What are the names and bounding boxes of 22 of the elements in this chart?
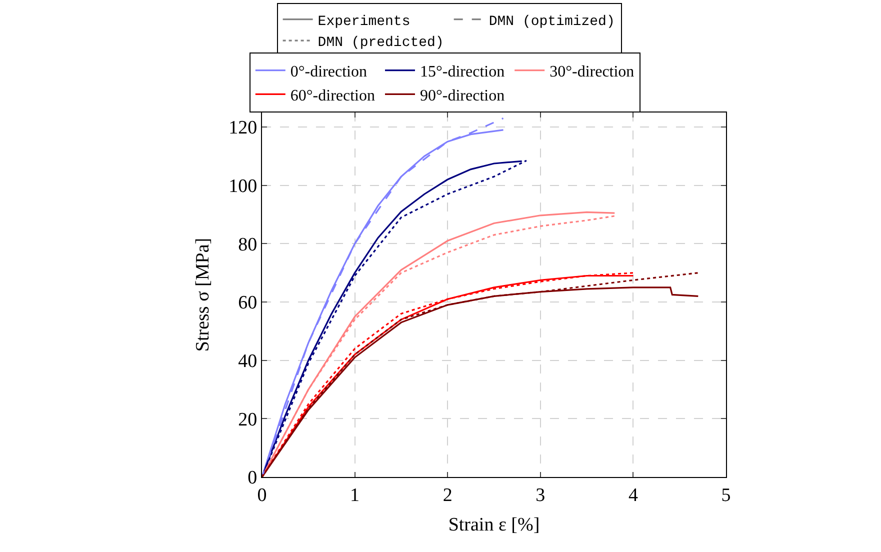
legend-label: 90°-direction (420, 87, 505, 104)
y-tick-label: 120 (228, 118, 258, 139)
legend-label: 30°-direction (550, 64, 634, 81)
y-tick-label: 80 (238, 234, 258, 256)
x-tick-label: 1 (350, 484, 360, 506)
x-tick-label: 4 (628, 484, 638, 506)
x-tick-label: 3 (536, 484, 546, 506)
legend-label: 0°-direction (290, 64, 367, 81)
y-tick-label: 40 (238, 350, 258, 372)
y-tick-label: 20 (238, 409, 258, 430)
x-axis-title: Strain ε [%] (448, 514, 540, 536)
legend-label: Experiments (318, 14, 410, 30)
y-axis-title: Stress σ [MPa] (192, 238, 214, 352)
y-tick-label: 0 (248, 468, 258, 489)
legend-label: 60°-direction (290, 87, 375, 104)
legend-label: 15°-direction (420, 64, 505, 81)
x-tick-label: 5 (721, 484, 731, 506)
x-tick-label: 2 (442, 484, 452, 506)
y-tick-label: 60 (238, 292, 258, 314)
legend-label: DMN (predicted) (318, 35, 444, 52)
y-tick-label: 100 (228, 176, 258, 197)
legend-label: DMN (optimized) (488, 14, 615, 30)
